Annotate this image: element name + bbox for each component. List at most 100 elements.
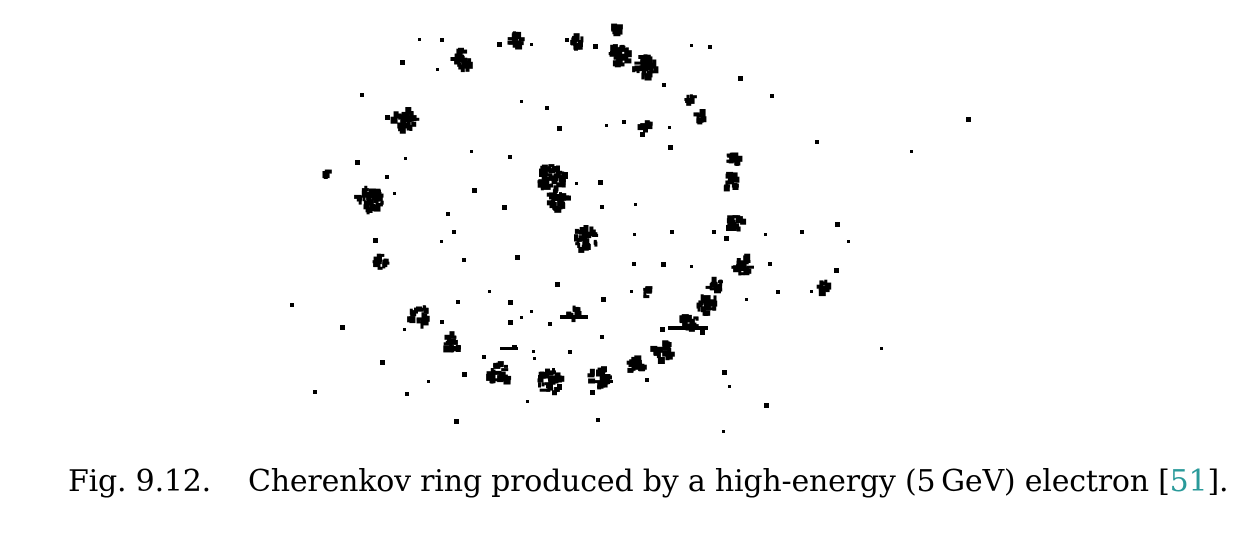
hit-speck [446, 212, 450, 216]
hit-cluster-pixel [572, 306, 579, 312]
hit-speck [745, 298, 748, 301]
hit-cluster-pixel [366, 199, 374, 206]
hit-cluster-pixel [735, 223, 740, 230]
hit-cluster-pixel [421, 312, 425, 320]
hit-cluster-pixel [624, 48, 628, 55]
hit-cluster-pixel [382, 261, 390, 265]
hit-cluster-pixel [423, 307, 429, 314]
hit-speck [722, 430, 725, 433]
ring-hit-map [290, 23, 971, 433]
hit-speck [482, 355, 486, 359]
hit-cluster-pixel [559, 192, 562, 198]
hit-speck [400, 60, 405, 65]
hit-speck [355, 160, 360, 165]
hit-cluster-pixel [728, 219, 733, 227]
caption-text: Cherenkov ring produced by a high-energy… [248, 464, 1170, 499]
hit-cluster-pixel [543, 372, 550, 379]
hit-cluster-pixel [540, 165, 548, 171]
hit-cluster-pixel [556, 388, 560, 392]
hit-cluster-pixel [406, 125, 412, 131]
hit-cluster-pixel [588, 378, 596, 384]
hit-cluster-pixel [558, 198, 564, 205]
hit-cluster-pixel [712, 305, 716, 311]
hit-cluster-pixel [497, 363, 503, 366]
hit-cluster-pixel [538, 382, 541, 388]
hit-cluster-pixel [547, 375, 553, 380]
hit-speck [404, 157, 407, 160]
hit-speck [568, 350, 572, 354]
hit-speck [575, 182, 578, 185]
hit-cluster-pixel [458, 47, 464, 53]
hit-cluster-pixel [373, 199, 379, 203]
hit-speck [472, 188, 477, 193]
hit-cluster-pixel [548, 165, 552, 173]
hit-cluster-pixel [540, 183, 544, 191]
hit-cluster-pixel [662, 350, 669, 357]
hit-cluster-pixel [420, 319, 427, 324]
hit-cluster-pixel [825, 282, 832, 290]
hit-cluster-pixel [363, 200, 368, 207]
hit-cluster-pixel [561, 171, 565, 179]
hit-cluster-pixel [571, 37, 576, 41]
hit-speck [634, 203, 637, 206]
hit-speck [632, 262, 636, 266]
hit-speck [502, 205, 507, 210]
hit-cluster-pixel [718, 280, 723, 284]
hit-cluster-pixel [597, 380, 603, 388]
hit-cluster-pixel [379, 255, 382, 262]
hit-speck [462, 258, 466, 262]
hit-cluster-pixel [371, 193, 377, 200]
hit-cluster-pixel [551, 166, 557, 172]
hit-speck [418, 38, 421, 41]
hit-cluster-pixel [549, 192, 556, 200]
hit-speck [565, 38, 569, 42]
hit-cluster-pixel [613, 56, 620, 60]
hit-cluster-pixel [682, 318, 686, 323]
hit-cluster-pixel [368, 188, 376, 196]
hit-cluster-pixel [574, 43, 581, 50]
hit-speck [633, 233, 636, 236]
hit-speck [690, 97, 693, 100]
hit-cluster-pixel [618, 62, 625, 67]
hit-cluster-pixel [547, 387, 554, 391]
hit-cluster-pixel [558, 175, 566, 183]
hit-speck [738, 76, 743, 81]
hit-cluster-pixel [405, 107, 412, 114]
hit-cluster-pixel [657, 357, 665, 364]
hit-cluster-pixel [495, 370, 502, 375]
hit-cluster-pixel [641, 72, 645, 80]
hit-speck [605, 124, 608, 127]
hit-cluster-pixel [503, 377, 511, 385]
hit-cluster-pixel [554, 206, 562, 213]
hit-cluster-pixel [642, 62, 648, 67]
hit-cluster-pixel [371, 208, 379, 211]
hit-cluster-pixel [686, 94, 690, 102]
hit-cluster-pixel [458, 64, 465, 70]
hit-cluster-pixel [653, 66, 659, 74]
hit-streak [500, 347, 518, 350]
hit-cluster-pixel [377, 266, 383, 270]
hit-cluster-pixel [550, 183, 554, 188]
hit-cluster-pixel [618, 46, 625, 52]
hit-cluster-pixel [379, 253, 385, 257]
hit-cluster-pixel [411, 121, 417, 127]
hit-cluster-pixel [824, 279, 828, 286]
hit-cluster-pixel [646, 64, 652, 70]
hit-cluster-pixel [544, 176, 552, 181]
hit-cluster-pixel [594, 241, 598, 247]
citation-link[interactable]: 51 [1169, 464, 1208, 499]
hit-speck [530, 43, 533, 46]
hit-cluster-pixel [644, 123, 652, 127]
hit-cluster-pixel [653, 348, 659, 356]
hit-speck [385, 175, 389, 179]
hit-cluster-pixel [738, 267, 745, 272]
hit-cluster-pixel [409, 316, 416, 324]
hit-speck [596, 418, 600, 422]
hit-cluster-pixel [443, 342, 450, 346]
hit-cluster-pixel [729, 215, 734, 220]
hit-speck [290, 303, 294, 307]
hit-cluster-pixel [587, 231, 591, 235]
hit-cluster-pixel [390, 116, 398, 124]
hit-cluster-pixel [628, 362, 636, 367]
hit-speck [800, 230, 804, 234]
